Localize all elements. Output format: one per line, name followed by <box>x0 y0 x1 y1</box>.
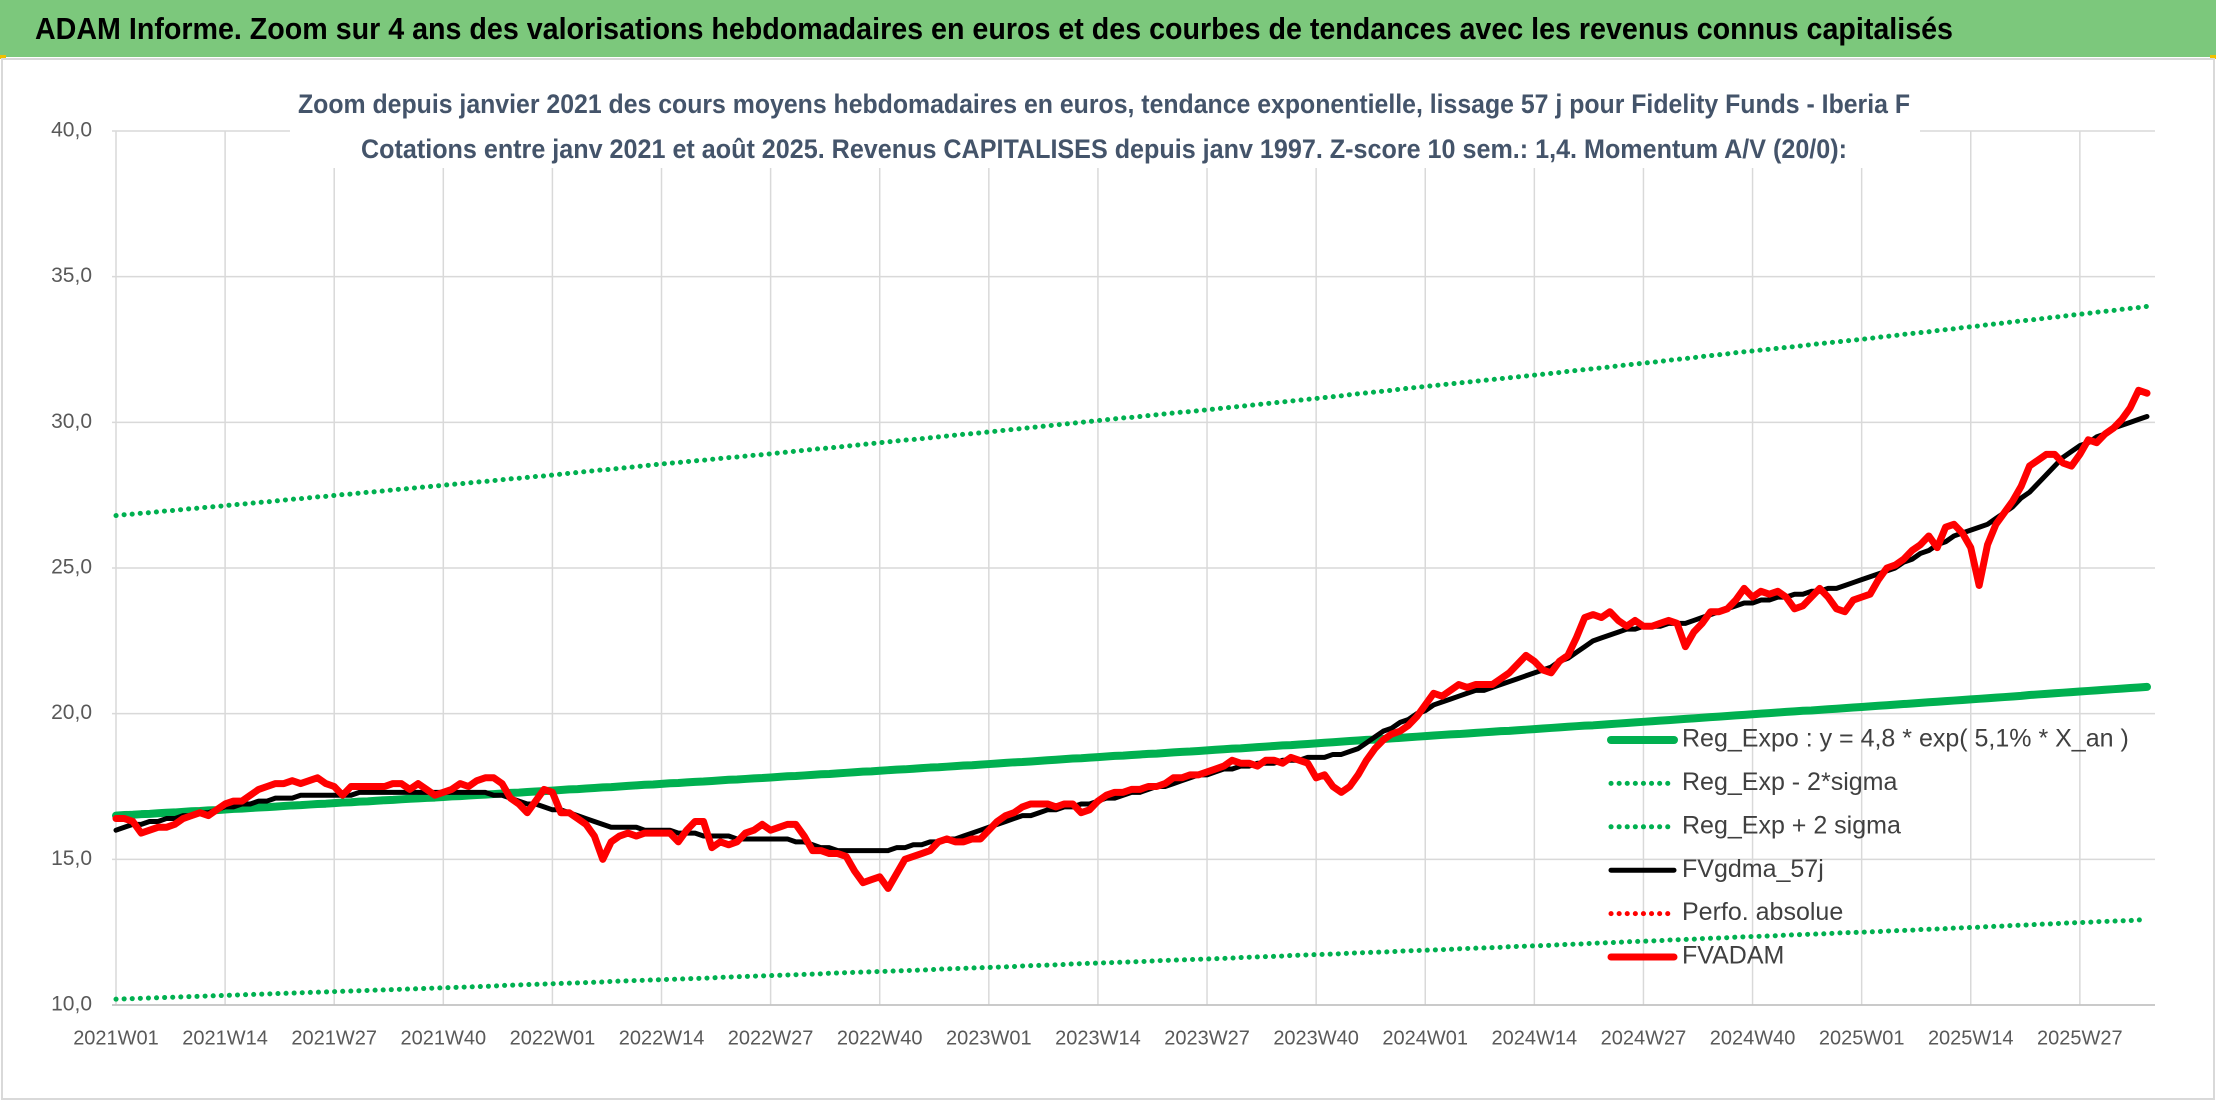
x-tick-label: 2025W27 <box>2037 1027 2123 1049</box>
x-tick-label: 2025W14 <box>1928 1027 2014 1049</box>
legend-label: Reg_Expo : y = 4,8 * exp( 5,1% * X_an ) <box>1682 725 2129 753</box>
x-tick-label: 2024W27 <box>1601 1027 1687 1049</box>
legend-label: Perfo. absolue <box>1682 898 1843 926</box>
header-title: ADAM Informe. Zoom sur 4 ans des valoris… <box>35 11 1953 46</box>
x-tick-label: 2022W14 <box>619 1027 705 1049</box>
x-tick-label: 2021W27 <box>291 1027 377 1049</box>
series-line <box>112 682 2151 820</box>
legend-label: Reg_Exp - 2*sigma <box>1682 768 1897 796</box>
x-tick-label: 2022W27 <box>728 1027 814 1049</box>
x-tick-label: 2021W14 <box>182 1027 268 1049</box>
x-tick-label: 2024W14 <box>1492 1027 1578 1049</box>
y-tick-label: 25,0 <box>51 556 92 579</box>
x-tick-label: 2022W40 <box>837 1027 923 1049</box>
series-line <box>113 917 2150 1002</box>
x-tick-label: 2021W01 <box>73 1027 159 1049</box>
series-line <box>112 386 2151 892</box>
frame-corner <box>0 55 6 59</box>
y-tick-label: 40,0 <box>51 119 92 142</box>
legend-label: Reg_Exp + 2 sigma <box>1682 811 1901 839</box>
frame-corner <box>2210 55 2216 59</box>
x-tick-label: 2022W01 <box>510 1027 596 1049</box>
x-tick-label: 2025W01 <box>1819 1027 1905 1049</box>
chart-subtitle: Cotations entre janv 2021 et août 2025. … <box>361 134 1847 164</box>
x-tick-label: 2024W01 <box>1382 1027 1468 1049</box>
y-tick-label: 10,0 <box>51 993 92 1016</box>
x-tick-label: 2024W40 <box>1710 1027 1796 1049</box>
x-tick-label: 2021W40 <box>400 1027 486 1049</box>
x-tick-label: 2023W27 <box>1164 1027 1250 1049</box>
y-tick-label: 30,0 <box>51 410 92 433</box>
legend: Reg_Expo : y = 4,8 * exp( 5,1% * X_an ) R… <box>1607 725 2129 970</box>
header-bar <box>0 0 2216 57</box>
y-tick-label: 20,0 <box>51 701 92 724</box>
x-tick-label: 2023W14 <box>1055 1027 1141 1049</box>
x-tick-label: 2023W40 <box>1273 1027 1359 1049</box>
x-tick-label: 2023W01 <box>946 1027 1032 1049</box>
legend-label: FVgdma_57j <box>1682 855 1824 883</box>
title-background <box>290 86 1920 168</box>
series-line <box>113 303 2150 519</box>
chart-frame <box>1 58 2215 1100</box>
chart-title: Zoom depuis janvier 2021 des cours moyen… <box>298 89 1910 119</box>
y-tick-label: 35,0 <box>51 264 92 287</box>
y-tick-label: 15,0 <box>51 847 92 870</box>
legend-label: FVADAM <box>1682 942 1784 970</box>
